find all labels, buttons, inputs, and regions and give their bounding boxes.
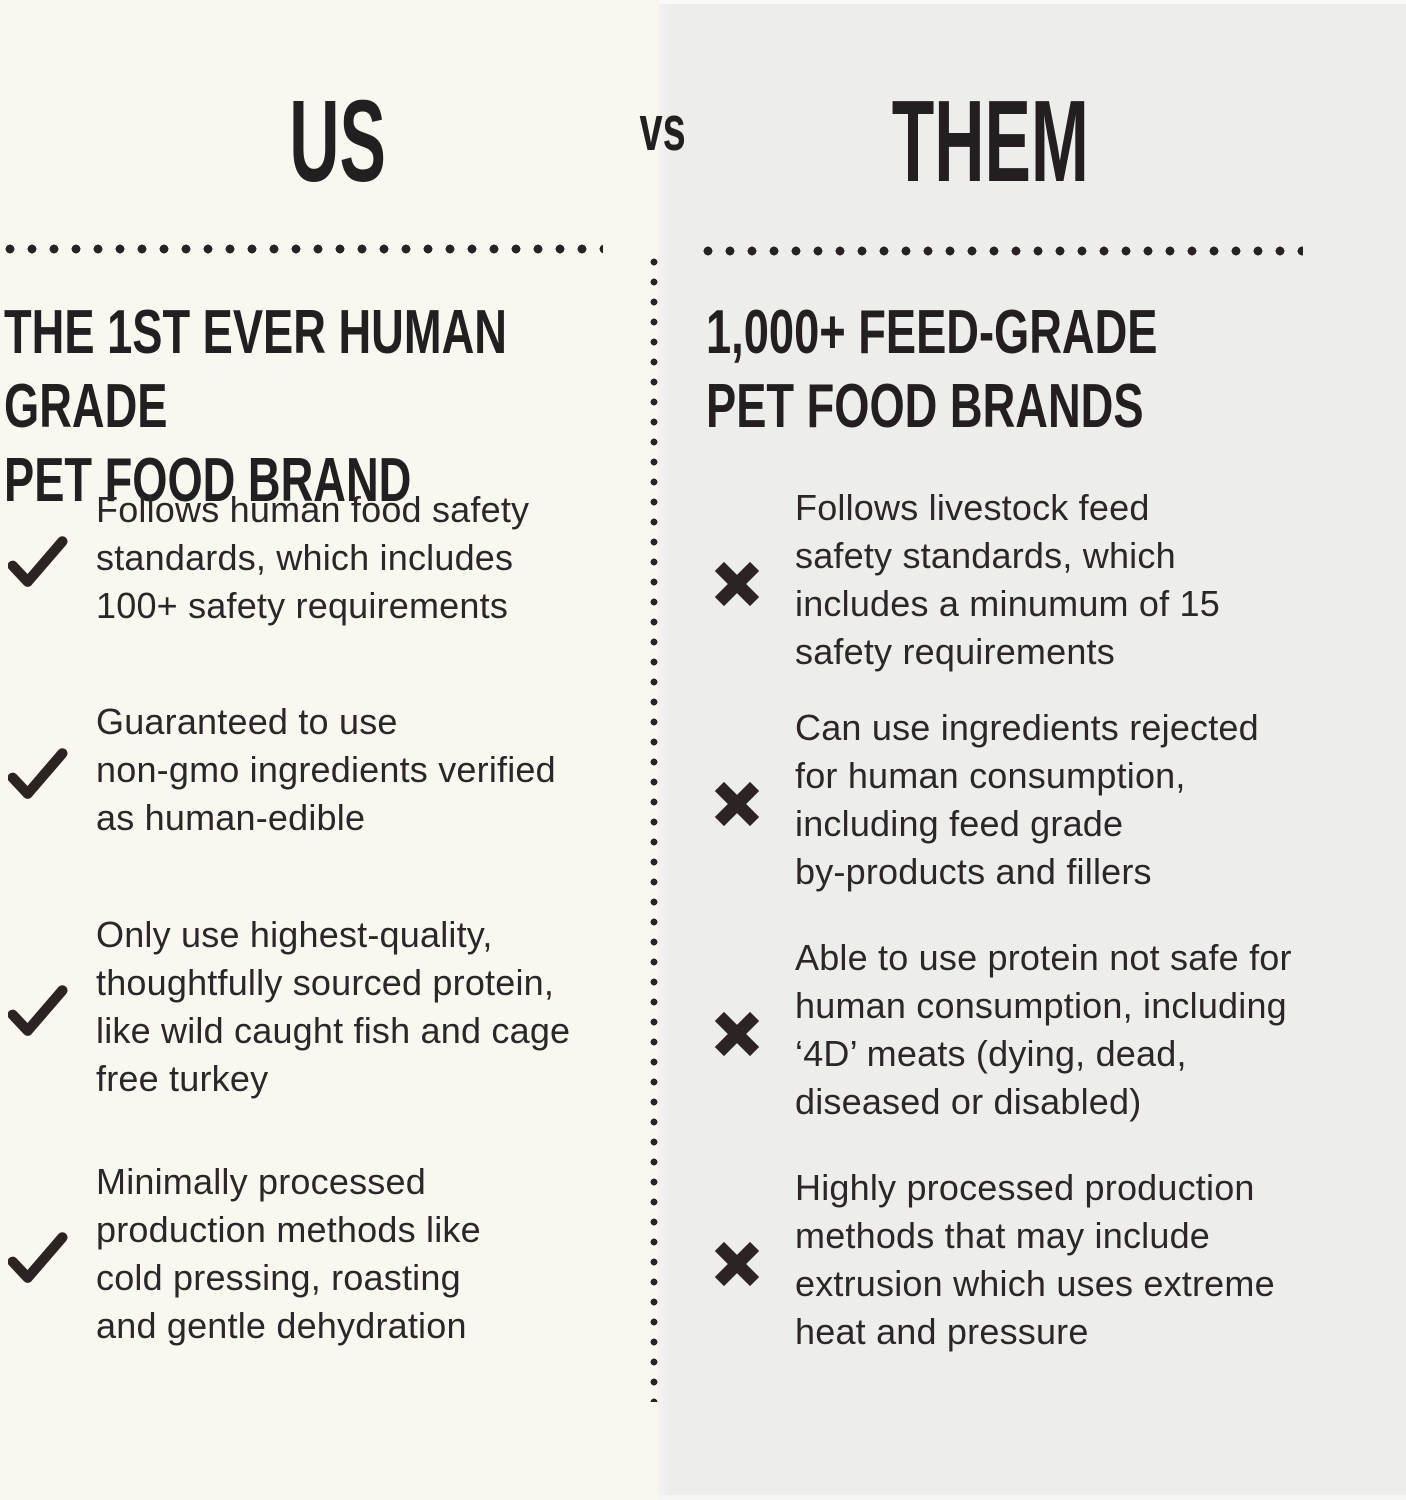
us-benefit-item: Minimally processed production methods l… [8,1158,648,1350]
item-text: Able to use protein not safe for human c… [795,937,1292,1122]
item-text: Follows human food safety standards, whi… [96,489,530,626]
x-icon [707,559,767,609]
right-dotted-divider [703,246,1303,256]
us-title: US [0,83,676,199]
check-icon [8,1232,68,1284]
vertical-dotted-divider [650,252,658,1402]
check-icon [8,748,68,800]
vs-label: vs [611,96,715,160]
them-title-text: THEM [891,76,1089,206]
check-icon [8,536,68,588]
item-text: Minimally processed production methods l… [96,1161,481,1346]
x-icon [707,779,767,829]
item-text: Follows livestock feed safety standards,… [795,487,1221,672]
x-icon [707,1239,767,1289]
item-text: Guaranteed to use non-gmo ingredients ve… [96,701,556,838]
us-benefit-item: Follows human food safety standards, whi… [8,486,648,630]
item-text: Can use ingredients rejected for human c… [795,707,1259,892]
left-dotted-divider [5,244,603,254]
vs-label-text: vs [639,92,687,164]
us-title-text: US [289,76,387,206]
them-drawback-item: Able to use protein not safe for human c… [707,934,1347,1126]
us-benefit-item: Guaranteed to use non-gmo ingredients ve… [8,698,648,842]
item-text: Only use highest-quality, thoughtfully s… [96,914,571,1099]
item-text: Highly processed production methods that… [795,1167,1275,1352]
them-drawback-item: Follows livestock feed safety standards,… [707,484,1347,676]
us-benefit-item: Only use highest-quality, thoughtfully s… [8,911,648,1103]
them-column-heading: 1,000+ FEED-GRADE PET FOOD BRANDS [706,298,1158,441]
them-title: THEM [658,83,1322,199]
them-drawback-item: Highly processed production methods that… [707,1164,1347,1356]
them-drawback-item: Can use ingredients rejected for human c… [707,704,1347,896]
check-icon [8,985,68,1037]
x-icon [707,1009,767,1059]
us-column-heading: THE 1ST EVER HUMAN GRADE PET FOOD BRAND [4,298,507,515]
